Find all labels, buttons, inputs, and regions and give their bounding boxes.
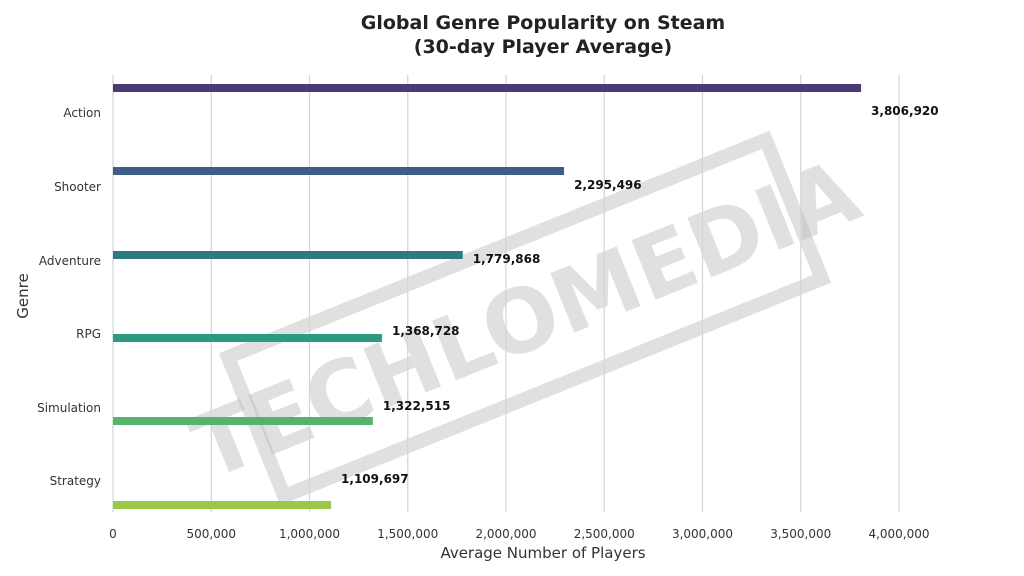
data-label: 1,109,697: [341, 472, 409, 486]
x-tick-label: 2,500,000: [574, 527, 635, 541]
chart-title-line2: (30-day Player Average): [414, 36, 672, 58]
watermark-logo: TECHLOMEDIA: [178, 130, 873, 506]
x-tick-label: 1,500,000: [377, 527, 438, 541]
x-tick-label: 500,000: [186, 527, 236, 541]
bar-simulation: [113, 417, 373, 425]
data-label: 1,322,515: [383, 399, 451, 413]
x-tick-label: 4,000,000: [868, 527, 929, 541]
data-label: 1,368,728: [392, 324, 460, 338]
x-axis-label: Average Number of Players: [440, 544, 645, 562]
y-tick-label: Strategy: [50, 474, 101, 488]
bar-shooter: [113, 167, 565, 175]
x-tick-label: 1,000,000: [279, 527, 340, 541]
bar-rpg: [113, 334, 382, 342]
bar-strategy: [113, 501, 332, 509]
y-tick-label: RPG: [76, 327, 101, 341]
data-label: 3,806,920: [871, 104, 939, 118]
chart-title-line1: Global Genre Popularity on Steam: [361, 12, 725, 34]
y-tick-label: Shooter: [54, 180, 101, 194]
data-label: 1,779,868: [473, 252, 541, 266]
x-tick-label: 3,000,000: [672, 527, 733, 541]
y-axis-label: Genre: [14, 273, 32, 318]
y-tick-label: Simulation: [37, 401, 101, 415]
watermark-text: TECHLOMEDIA: [178, 139, 873, 500]
x-tick-label: 0: [109, 527, 117, 541]
bar-action: [113, 84, 862, 92]
bar-adventure: [113, 251, 463, 259]
data-label: 2,295,496: [574, 178, 642, 192]
y-tick-label: Action: [63, 106, 101, 120]
x-tick-label: 2,000,000: [475, 527, 536, 541]
y-tick-label: Adventure: [39, 254, 101, 268]
x-tick-label: 3,500,000: [770, 527, 831, 541]
